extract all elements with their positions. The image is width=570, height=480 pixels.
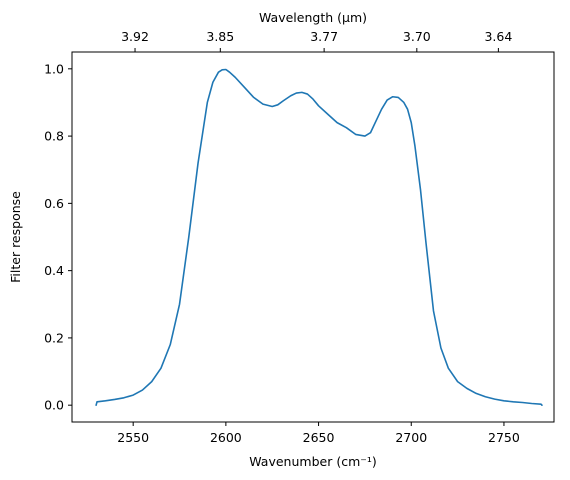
plot-area: [72, 52, 554, 422]
top-tick-label: 3.70: [403, 29, 431, 44]
x-tick-label: 2700: [395, 430, 427, 445]
y-tick-label: 0.8: [44, 129, 64, 144]
series-line-0: [95, 68, 543, 406]
top-tick-label: 3.64: [484, 29, 512, 44]
top-tick-label: 3.85: [206, 29, 234, 44]
plot-frame: [71, 51, 555, 423]
y-tick-label: 0.6: [44, 196, 64, 211]
x-axis-title: Wavenumber (cm⁻¹): [249, 454, 376, 469]
bottom-axis-ticks: 2550 2600 2650 2700 2750: [117, 422, 520, 445]
x-tick-label: 2750: [488, 430, 520, 445]
y-tick-label: 0.2: [44, 330, 64, 345]
left-axis-ticks: 0.0 0.2 0.4 0.6 0.8 1.0: [44, 61, 72, 413]
top-axis-ticks: 3.92 3.85 3.77 3.70 3.64: [121, 29, 512, 52]
y-tick-label: 0.0: [44, 398, 64, 413]
y-tick-label: 1.0: [44, 61, 64, 76]
x-tick-label: 2600: [210, 430, 242, 445]
x-tick-label: 2650: [303, 430, 335, 445]
top-axis-title: Wavelength (μm): [259, 10, 367, 25]
series-layer: [95, 68, 543, 406]
y-axis-title: Filter response: [8, 191, 23, 283]
x-tick-label: 2550: [117, 430, 149, 445]
y-tick-label: 0.4: [44, 263, 64, 278]
top-tick-label: 3.92: [121, 29, 149, 44]
top-tick-label: 3.77: [310, 29, 338, 44]
